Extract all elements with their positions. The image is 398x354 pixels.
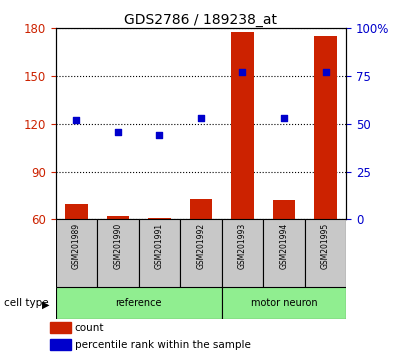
Point xyxy=(73,117,80,123)
Bar xyxy=(222,219,263,287)
Text: GSM201992: GSM201992 xyxy=(197,223,205,269)
Bar xyxy=(231,32,254,219)
Bar xyxy=(107,216,129,219)
Text: percentile rank within the sample: percentile rank within the sample xyxy=(75,340,251,350)
Bar xyxy=(50,339,71,350)
Point xyxy=(239,69,246,75)
Bar xyxy=(222,287,346,319)
Bar xyxy=(65,204,88,219)
Point xyxy=(322,69,329,75)
Text: GSM201990: GSM201990 xyxy=(113,223,123,269)
Point xyxy=(198,115,204,121)
Bar xyxy=(180,219,222,287)
Title: GDS2786 / 189238_at: GDS2786 / 189238_at xyxy=(125,13,277,27)
Text: motor neuron: motor neuron xyxy=(251,298,317,308)
Text: GSM201989: GSM201989 xyxy=(72,223,81,269)
Bar xyxy=(263,219,305,287)
Bar xyxy=(314,36,337,219)
Bar xyxy=(273,200,295,219)
Bar xyxy=(50,322,71,333)
Bar xyxy=(305,219,346,287)
Point xyxy=(281,115,287,121)
Text: GSM201995: GSM201995 xyxy=(321,223,330,269)
Text: count: count xyxy=(75,323,104,333)
Bar xyxy=(56,287,222,319)
Bar xyxy=(189,199,213,219)
Text: ▶: ▶ xyxy=(42,300,49,310)
Bar xyxy=(97,219,139,287)
Point xyxy=(115,129,121,135)
Bar xyxy=(56,219,97,287)
Bar xyxy=(148,218,171,219)
Text: cell type: cell type xyxy=(4,298,49,308)
Text: GSM201994: GSM201994 xyxy=(279,223,289,269)
Text: GSM201991: GSM201991 xyxy=(155,223,164,269)
Text: reference: reference xyxy=(115,298,162,308)
Point xyxy=(156,132,163,138)
Bar xyxy=(139,219,180,287)
Text: GSM201993: GSM201993 xyxy=(238,223,247,269)
